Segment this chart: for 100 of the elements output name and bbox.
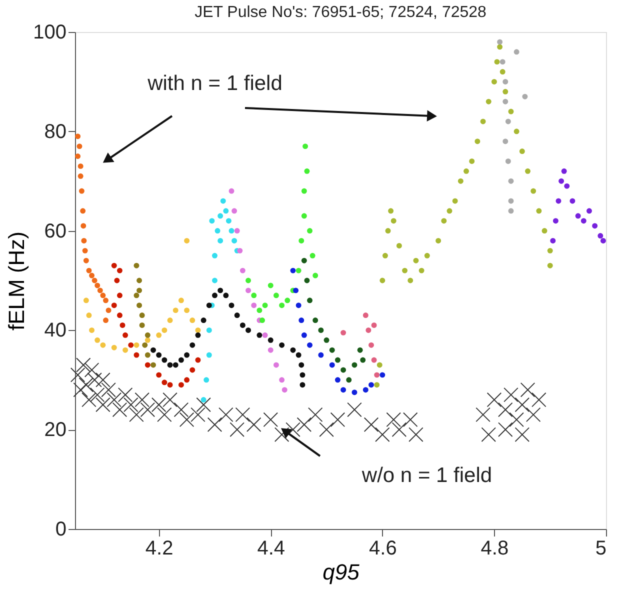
point — [246, 288, 252, 294]
point — [92, 278, 98, 284]
point — [156, 352, 162, 358]
point — [298, 238, 304, 244]
point — [301, 213, 307, 219]
point — [550, 238, 556, 244]
point — [162, 357, 168, 363]
point — [536, 208, 542, 214]
point — [474, 138, 480, 144]
point — [84, 362, 100, 378]
point — [200, 318, 206, 323]
point — [212, 278, 218, 284]
point — [162, 392, 178, 408]
point — [464, 168, 469, 174]
point — [514, 128, 520, 134]
point — [228, 228, 234, 234]
point — [89, 327, 95, 333]
point — [502, 138, 508, 144]
point — [134, 392, 150, 408]
point — [368, 382, 374, 388]
point — [385, 228, 391, 234]
point — [139, 322, 145, 328]
point — [156, 332, 162, 338]
point — [136, 288, 142, 294]
point — [526, 407, 541, 422]
x-tick-label: 4.6 — [369, 538, 397, 560]
point — [298, 362, 304, 368]
point — [480, 118, 486, 124]
point — [70, 368, 86, 382]
point — [83, 298, 89, 304]
point — [413, 258, 419, 264]
point — [424, 252, 430, 258]
point — [476, 407, 490, 422]
y-tick-label: 40 — [44, 320, 66, 342]
y-tick-label: 20 — [44, 419, 66, 442]
point — [73, 382, 88, 398]
point — [290, 347, 296, 353]
point — [190, 342, 196, 348]
point — [190, 367, 196, 373]
point — [310, 252, 316, 258]
point — [157, 407, 172, 422]
point — [312, 318, 318, 323]
point — [103, 298, 108, 304]
point — [122, 332, 128, 338]
point — [82, 392, 96, 408]
point — [498, 422, 513, 437]
point — [329, 347, 335, 353]
point — [530, 188, 536, 194]
point — [575, 213, 581, 219]
point — [75, 154, 81, 159]
point — [86, 312, 92, 318]
point — [195, 357, 201, 363]
point — [228, 188, 234, 194]
point — [81, 238, 87, 244]
point — [520, 382, 536, 398]
point — [469, 158, 475, 164]
point — [136, 278, 142, 284]
chart-title: JET Pulse No's: 76951-65; 72524, 72528 — [194, 4, 487, 21]
point — [260, 318, 265, 323]
point — [246, 278, 252, 284]
point — [304, 278, 310, 284]
point — [111, 262, 117, 268]
point — [209, 218, 215, 224]
point — [83, 258, 89, 264]
point — [547, 262, 553, 268]
point — [204, 377, 210, 383]
point — [441, 218, 447, 224]
point — [206, 327, 212, 333]
point — [388, 208, 394, 214]
point — [346, 377, 352, 383]
point — [302, 144, 308, 150]
point — [502, 98, 508, 104]
point — [232, 238, 238, 244]
point — [580, 218, 586, 224]
point — [368, 342, 374, 348]
y-tick-label: 100 — [33, 22, 66, 44]
point — [592, 223, 598, 229]
point — [101, 382, 116, 398]
point — [218, 238, 224, 244]
point — [234, 228, 240, 234]
point — [312, 272, 318, 278]
point — [218, 213, 224, 219]
point — [116, 268, 122, 274]
point — [184, 308, 190, 314]
annotation: w/o n = 1 field — [360, 464, 492, 487]
point — [100, 292, 106, 298]
point — [452, 198, 458, 204]
point — [251, 302, 257, 308]
point — [234, 312, 240, 318]
point — [150, 362, 156, 368]
point — [402, 268, 408, 274]
point — [374, 372, 380, 378]
point — [371, 357, 377, 363]
point — [273, 362, 279, 368]
point — [75, 134, 81, 140]
point — [396, 242, 402, 248]
point — [514, 397, 530, 412]
point — [556, 198, 562, 204]
point — [329, 362, 335, 368]
point — [167, 318, 173, 323]
